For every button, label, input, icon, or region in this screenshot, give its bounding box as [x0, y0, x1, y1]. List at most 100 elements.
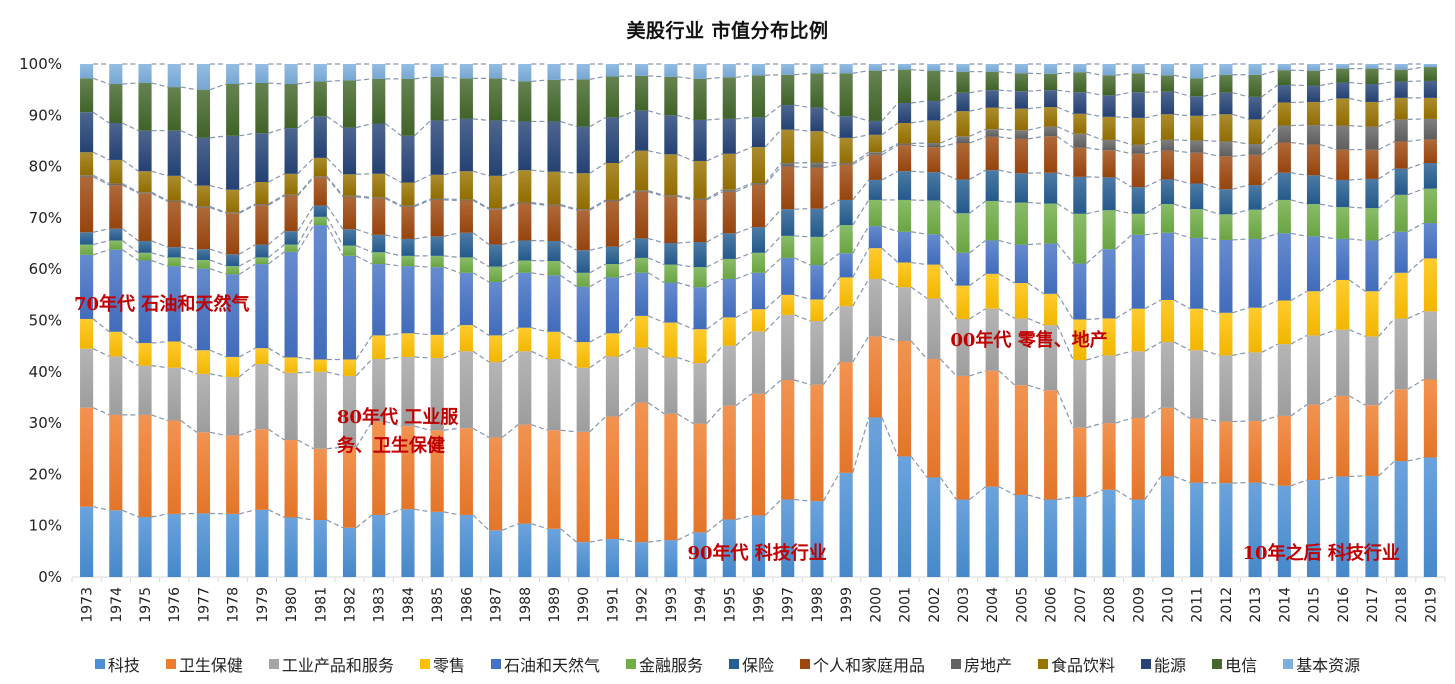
- connector-line: [794, 72, 811, 76]
- connector-line: [998, 239, 1015, 246]
- legend-item[interactable]: 零售: [419, 652, 465, 676]
- legend-item[interactable]: 电信: [1212, 652, 1257, 676]
- bar-segment: [576, 64, 590, 80]
- bar-segment: [1160, 64, 1175, 76]
- connector-line: [326, 176, 344, 198]
- connector-line: [1173, 74, 1191, 79]
- bar-segment: [1336, 64, 1350, 69]
- connector-line: [1319, 329, 1337, 336]
- bar-segment: [196, 513, 211, 577]
- connector-line: [677, 195, 694, 201]
- legend-item[interactable]: 石油和天然气: [490, 652, 600, 676]
- x-tick-label: 1993: [664, 587, 680, 623]
- connector-line: [1144, 178, 1162, 188]
- connector-line: [1115, 489, 1133, 501]
- connector-line: [1290, 101, 1307, 104]
- bar-segment: [342, 127, 357, 175]
- connector-line: [92, 176, 110, 186]
- bar-segment: [313, 64, 327, 82]
- bar-stack-1995: [722, 64, 736, 577]
- connector-line: [969, 308, 986, 320]
- bar-stack-1975: [138, 64, 152, 577]
- bar-segment: [868, 248, 882, 279]
- connector-line: [1378, 118, 1395, 128]
- bar-segment: [1306, 480, 1321, 577]
- bar-segment: [927, 147, 941, 173]
- bar-segment: [1394, 168, 1408, 195]
- legend-item[interactable]: 基本资源: [1283, 652, 1360, 676]
- bar-stack-2019: [1423, 64, 1437, 577]
- bar-segment: [1336, 149, 1350, 180]
- bar-segment: [1394, 141, 1408, 169]
- connector-line: [92, 407, 110, 416]
- connector-line: [384, 123, 402, 137]
- x-tick-label: 1980: [284, 587, 300, 623]
- bar-stack-2013: [1248, 64, 1262, 577]
- bar-segment: [1131, 213, 1145, 235]
- connector-line: [355, 335, 373, 360]
- legend-item[interactable]: 卫生保健: [165, 652, 243, 676]
- legend-item[interactable]: 个人和家庭用品: [800, 652, 925, 676]
- bar-segment: [664, 76, 678, 116]
- connector-line: [151, 365, 168, 369]
- legend-item[interactable]: 工业产品和服务: [268, 652, 394, 676]
- bar-segment: [1131, 351, 1145, 418]
- connector-line: [443, 76, 460, 79]
- legend-item[interactable]: 房地产: [951, 652, 1012, 676]
- connector-line: [180, 341, 198, 351]
- connector-line: [1232, 482, 1249, 484]
- bar-segment: [839, 253, 853, 278]
- legend-item[interactable]: 金融服务: [625, 652, 703, 676]
- connector-line: [326, 115, 344, 129]
- bar-segment: [138, 192, 152, 194]
- connector-line: [209, 349, 227, 358]
- bar-segment: [1394, 318, 1408, 390]
- bar-segment: [693, 160, 707, 199]
- bar-segment: [1014, 318, 1028, 386]
- bar-segment: [1073, 263, 1087, 320]
- bar-segment: [109, 356, 123, 415]
- connector-line: [940, 135, 957, 144]
- legend-item[interactable]: 能源: [1141, 652, 1186, 676]
- bar-segment: [518, 260, 532, 273]
- bar-segment: [751, 252, 766, 273]
- bar-segment: [430, 267, 444, 335]
- connector-line: [1027, 172, 1045, 174]
- connector-line: [1086, 209, 1103, 215]
- legend-swatch: [165, 659, 176, 669]
- bar-segment: [284, 231, 298, 245]
- bar-segment: [897, 143, 912, 146]
- connector-line: [1261, 343, 1279, 353]
- bar-segment: [927, 172, 941, 201]
- bar-stack-1976: [167, 64, 181, 577]
- connector-line: [1261, 69, 1278, 76]
- bar-segment: [1190, 237, 1204, 309]
- connector-line: [151, 191, 168, 201]
- connector-line: [1290, 141, 1308, 146]
- connector-line: [209, 268, 227, 275]
- bar-stack-2006: [1044, 64, 1058, 577]
- connector-line: [735, 252, 753, 260]
- connector-line: [385, 197, 402, 208]
- bar-segment: [1248, 209, 1262, 239]
- bar-stack-2012: [1219, 64, 1233, 577]
- connector-line: [443, 198, 460, 201]
- connector-line: [239, 132, 256, 137]
- bar-segment: [722, 153, 736, 190]
- connector-line: [618, 257, 636, 265]
- connector-line: [209, 135, 227, 139]
- x-tick-label: 1973: [80, 587, 96, 623]
- legend-item[interactable]: 科技: [94, 652, 140, 676]
- bar-segment: [956, 136, 970, 144]
- bar-segment: [196, 64, 211, 90]
- bar-segment: [459, 200, 473, 233]
- bar-segment: [138, 414, 152, 517]
- legend-item[interactable]: 食品饮料: [1038, 652, 1115, 676]
- bar-segment: [1014, 244, 1028, 284]
- bar-segment: [693, 329, 707, 364]
- legend-item[interactable]: 保险: [728, 652, 774, 676]
- bar-segment: [1160, 114, 1175, 140]
- bar-segment: [605, 246, 620, 265]
- connector-line: [1056, 203, 1074, 215]
